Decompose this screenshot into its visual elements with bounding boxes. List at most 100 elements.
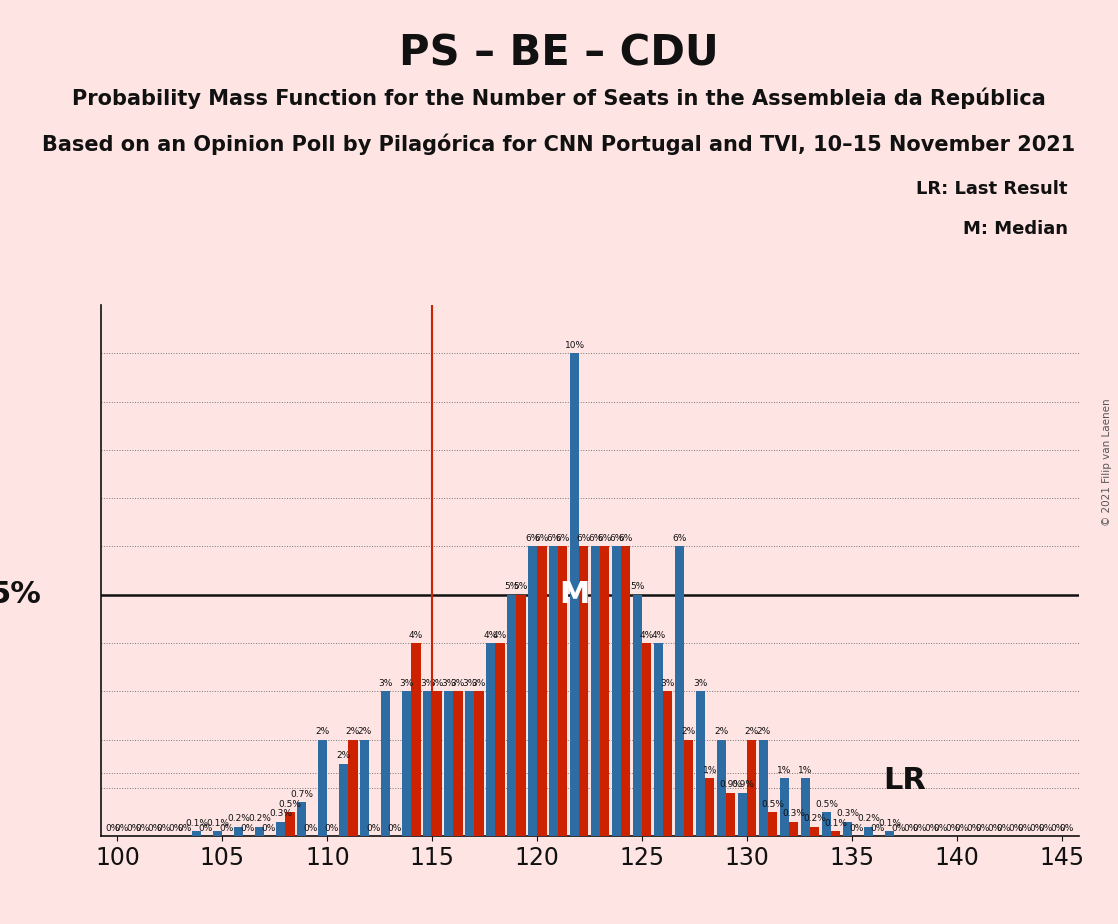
Bar	[717, 739, 727, 836]
Text: 0.9%: 0.9%	[719, 781, 742, 789]
Bar	[423, 691, 433, 836]
Text: 0.5%: 0.5%	[761, 799, 785, 808]
Text: 3%: 3%	[442, 679, 456, 688]
Text: 4%: 4%	[493, 631, 508, 639]
Text: 0%: 0%	[912, 824, 927, 833]
Text: 6%: 6%	[618, 534, 633, 543]
Text: 0%: 0%	[966, 824, 980, 833]
Bar	[538, 546, 547, 836]
Text: 5%: 5%	[504, 582, 519, 591]
Text: 0%: 0%	[976, 824, 989, 833]
Text: 0%: 0%	[220, 824, 234, 833]
Text: 0%: 0%	[324, 824, 339, 833]
Bar	[705, 778, 714, 836]
Text: 1%: 1%	[798, 766, 813, 775]
Bar	[517, 595, 525, 836]
Text: 0.5%: 0.5%	[815, 799, 838, 808]
Text: 4%: 4%	[409, 631, 423, 639]
Text: 0%: 0%	[148, 824, 162, 833]
Text: 0%: 0%	[946, 824, 959, 833]
Text: 4%: 4%	[639, 631, 654, 639]
Text: 0.7%: 0.7%	[291, 790, 313, 799]
Text: 0%: 0%	[1030, 824, 1043, 833]
Text: 0.1%: 0.1%	[824, 819, 847, 828]
Text: 0.2%: 0.2%	[227, 814, 250, 823]
Text: 0%: 0%	[925, 824, 939, 833]
Text: 1%: 1%	[777, 766, 792, 775]
Bar	[339, 764, 349, 836]
Text: 6%: 6%	[525, 534, 540, 543]
Text: 0%: 0%	[934, 824, 948, 833]
Text: 3%: 3%	[420, 679, 435, 688]
Text: 0%: 0%	[1060, 824, 1074, 833]
Text: 2%: 2%	[714, 727, 729, 736]
Text: PS – BE – CDU: PS – BE – CDU	[399, 32, 719, 74]
Bar	[759, 739, 768, 836]
Text: 0%: 0%	[240, 824, 255, 833]
Text: 0.9%: 0.9%	[731, 781, 754, 789]
Bar	[780, 778, 789, 836]
Bar	[684, 739, 693, 836]
Text: 0.3%: 0.3%	[783, 809, 805, 819]
Text: 0.3%: 0.3%	[836, 809, 859, 819]
Bar	[811, 827, 819, 836]
Bar	[600, 546, 609, 836]
Bar	[495, 643, 504, 836]
Bar	[381, 691, 390, 836]
Bar	[800, 778, 811, 836]
Text: 0%: 0%	[262, 824, 276, 833]
Text: 10%: 10%	[565, 341, 585, 350]
Text: 0.1%: 0.1%	[878, 819, 901, 828]
Text: 0.2%: 0.2%	[858, 814, 880, 823]
Text: 4%: 4%	[652, 631, 665, 639]
Bar	[549, 546, 558, 836]
Text: 6%: 6%	[534, 534, 549, 543]
Bar	[402, 691, 411, 836]
Text: 6%: 6%	[598, 534, 612, 543]
Bar	[349, 739, 358, 836]
Bar	[474, 691, 483, 836]
Text: 5%: 5%	[0, 580, 42, 609]
Bar	[642, 643, 652, 836]
Bar	[822, 812, 831, 836]
Text: 6%: 6%	[672, 534, 686, 543]
Text: 0%: 0%	[126, 824, 141, 833]
Text: 2%: 2%	[358, 727, 372, 736]
Bar	[591, 546, 600, 836]
Text: 2%: 2%	[745, 727, 759, 736]
Text: 5%: 5%	[513, 582, 528, 591]
Text: 6%: 6%	[556, 534, 570, 543]
Bar	[789, 821, 798, 836]
Bar	[738, 793, 747, 836]
Bar	[633, 595, 642, 836]
Text: 0%: 0%	[1039, 824, 1053, 833]
Text: 0%: 0%	[871, 824, 885, 833]
Text: 0.1%: 0.1%	[206, 819, 229, 828]
Bar	[285, 812, 294, 836]
Bar	[663, 691, 672, 836]
Text: 0%: 0%	[903, 824, 918, 833]
Bar	[622, 546, 631, 836]
Text: 0.5%: 0.5%	[278, 799, 302, 808]
Text: 0%: 0%	[157, 824, 171, 833]
Bar	[486, 643, 495, 836]
Text: 3%: 3%	[693, 679, 708, 688]
Bar	[885, 832, 894, 836]
Bar	[675, 546, 684, 836]
Bar	[297, 802, 306, 836]
Text: © 2021 Filip van Laenen: © 2021 Filip van Laenen	[1102, 398, 1112, 526]
Text: 0%: 0%	[955, 824, 969, 833]
Text: 1%: 1%	[702, 766, 717, 775]
Text: 0%: 0%	[1050, 824, 1064, 833]
Text: 0.1%: 0.1%	[186, 819, 208, 828]
Text: 2%: 2%	[345, 727, 360, 736]
Text: 0%: 0%	[987, 824, 1002, 833]
Text: 6%: 6%	[588, 534, 603, 543]
Bar	[831, 832, 841, 836]
Bar	[697, 691, 705, 836]
Bar	[558, 546, 568, 836]
Text: 0%: 0%	[1008, 824, 1023, 833]
Bar	[528, 546, 538, 836]
Text: 0%: 0%	[199, 824, 214, 833]
Text: 6%: 6%	[547, 534, 561, 543]
